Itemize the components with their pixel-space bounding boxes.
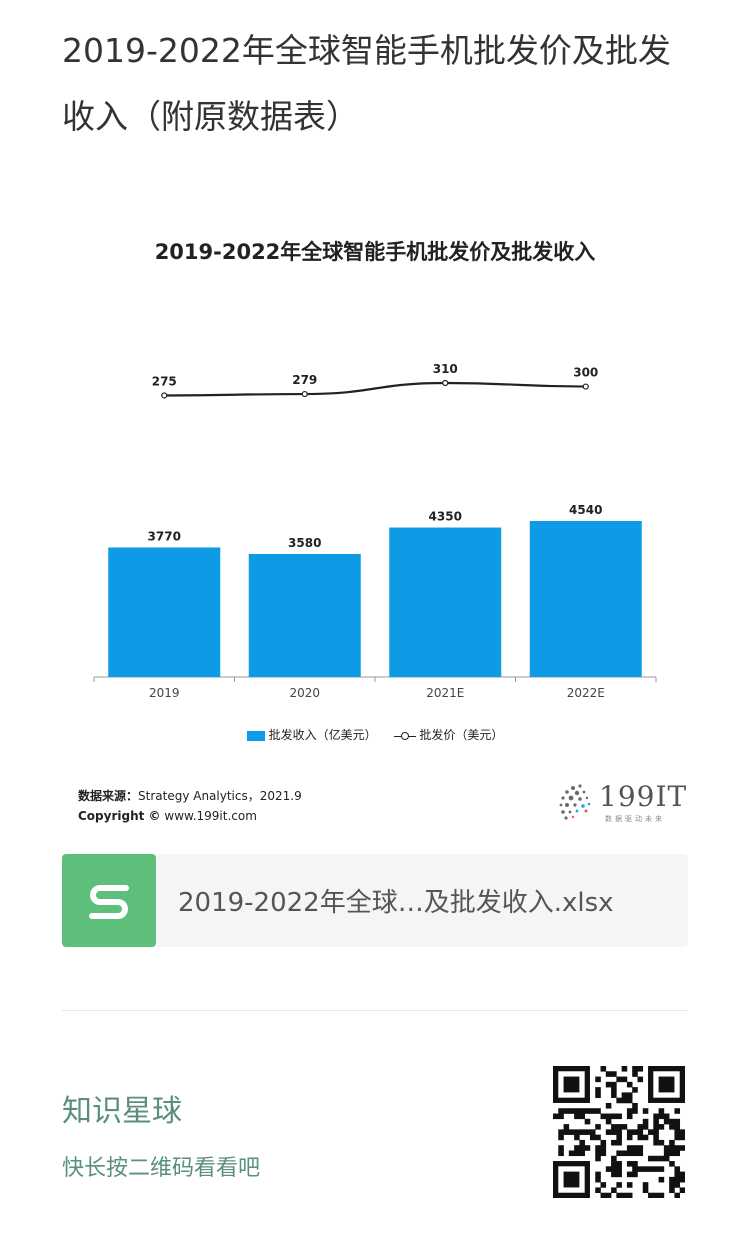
footer-title: 知识星球 [62, 1094, 182, 1129]
line-data-label: 275 [152, 374, 177, 388]
chart-legend: 批发收入（亿美元） 批发价（美元） [0, 726, 750, 743]
bar-data-label: 3580 [288, 536, 321, 550]
logo-subtitle: 数据驱动未来 [605, 815, 665, 823]
bar [248, 553, 361, 677]
line-data-label: 300 [573, 366, 598, 380]
price-line [164, 381, 586, 397]
x-tick-label: 2022E [567, 686, 605, 700]
bar [108, 547, 221, 677]
bar [389, 527, 502, 677]
x-tick-label: 2021E [426, 686, 464, 700]
attachment-file-name[interactable]: 2019-2022年全球…及批发收入.xlsx [178, 888, 614, 918]
legend-bar-swatch [246, 730, 265, 741]
data-source: 数据来源：Strategy Analytics，2021.9 Copyright… [78, 786, 302, 826]
legend-bar-label: 批发收入（亿美元） [268, 728, 377, 742]
article-title: 2019-2022年全球智能手机批发价及批发收入（附原数据表） [62, 31, 671, 136]
line-point [582, 383, 589, 390]
line-data-label: 310 [433, 362, 458, 376]
bar [529, 521, 642, 677]
logo-text: 199IT [599, 780, 688, 813]
section-divider [62, 1010, 688, 1011]
chart-title: 2019-2022年全球智能手机批发价及批发收入 [154, 240, 596, 264]
bar-data-label: 4350 [429, 510, 462, 524]
source-label: 数据来源： [78, 789, 139, 803]
qr-code-icon[interactable] [553, 1066, 685, 1198]
combo-chart: 3770 2019 3580 2020 4350 2021E 4540 2022E 275 279… [93, 362, 657, 700]
line-point [301, 390, 308, 398]
line-point [442, 379, 449, 387]
copyright-label: Copyright © [78, 809, 161, 823]
x-tick-label: 2019 [149, 686, 180, 700]
footer-subtitle: 快长按二维码看看吧 [62, 1156, 261, 1181]
legend-line-swatch [394, 731, 417, 741]
source-value: Strategy Analytics，2021.9 [138, 789, 302, 803]
bar-data-label: 3770 [148, 529, 181, 543]
line-data-label: 279 [292, 373, 317, 387]
line-point [161, 392, 168, 399]
199it-logo: 199IT 数据驱动未来 [553, 780, 693, 830]
bar-data-label: 4540 [569, 503, 602, 517]
logo-dots-icon [559, 784, 591, 820]
copyright-value: www.199it.com [164, 809, 257, 823]
x-tick-label: 2020 [289, 686, 320, 700]
spreadsheet-s-icon [62, 854, 156, 947]
legend-line-label: 批发价（美元） [419, 728, 504, 742]
attachment-card[interactable]: 2019-2022年全球…及批发收入.xlsx [62, 854, 688, 947]
